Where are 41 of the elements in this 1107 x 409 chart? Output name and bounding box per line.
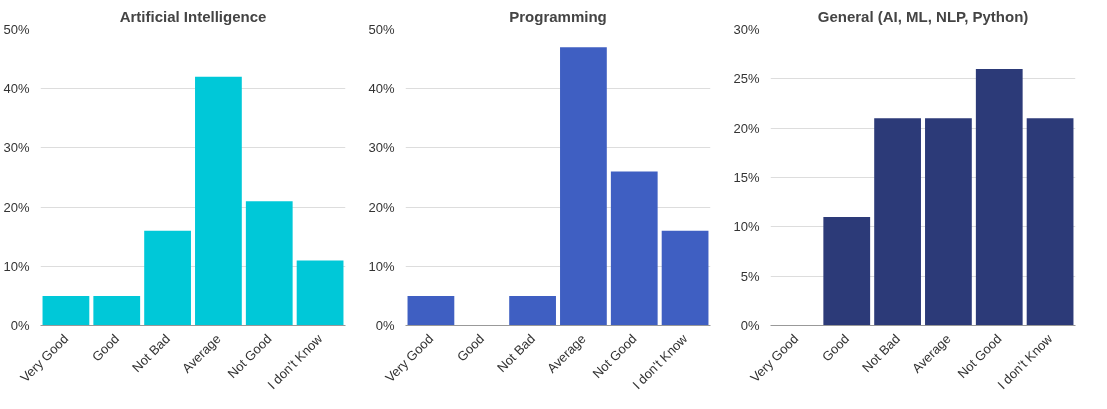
x-tick-label: Not Bad: [859, 331, 903, 376]
y-tick-label: 10%: [368, 258, 395, 274]
y-tick-label: 5%: [740, 268, 760, 284]
y-tick-label: 20%: [3, 199, 30, 215]
bar: [874, 118, 921, 326]
bar: [1026, 118, 1074, 326]
y-tick-label: 50%: [368, 22, 395, 37]
y-tick-label: 20%: [368, 199, 395, 215]
bar: [296, 260, 344, 326]
y-tick-label: 0%: [375, 318, 395, 333]
y-tick-label: 10%: [3, 258, 30, 274]
chart-title: General (AI, ML, NLP, Python): [817, 7, 1029, 25]
bar: [975, 68, 1023, 326]
chart-title: Artificial Intelligence: [119, 7, 267, 25]
y-tick-label: 0%: [740, 318, 760, 333]
y-tick-label: 40%: [368, 81, 395, 97]
chart-title: Programming: [509, 7, 607, 25]
bar: [195, 76, 242, 326]
bar: [144, 230, 191, 326]
bar: [925, 118, 972, 326]
bar: [560, 47, 607, 326]
y-tick-label: 25%: [733, 71, 760, 87]
bar: [509, 295, 556, 326]
bar: [245, 201, 293, 326]
y-tick-label: 50%: [3, 22, 30, 37]
bar: [661, 230, 709, 326]
bar: [610, 171, 658, 326]
y-tick-label: 20%: [733, 120, 760, 136]
y-tick-label: 30%: [3, 140, 30, 156]
bar: [823, 216, 871, 326]
y-tick-label: 10%: [733, 219, 760, 235]
x-tick-label: Not Bad: [494, 331, 538, 376]
bar: [93, 295, 141, 326]
y-tick-label: 0%: [10, 318, 30, 333]
y-tick-label: 40%: [3, 81, 30, 97]
y-tick-label: 15%: [733, 170, 760, 185]
bar: [407, 295, 455, 326]
bar: [42, 295, 90, 326]
x-tick-label: Not Bad: [129, 331, 173, 376]
y-tick-label: 30%: [733, 22, 760, 37]
y-tick-label: 30%: [368, 140, 395, 156]
